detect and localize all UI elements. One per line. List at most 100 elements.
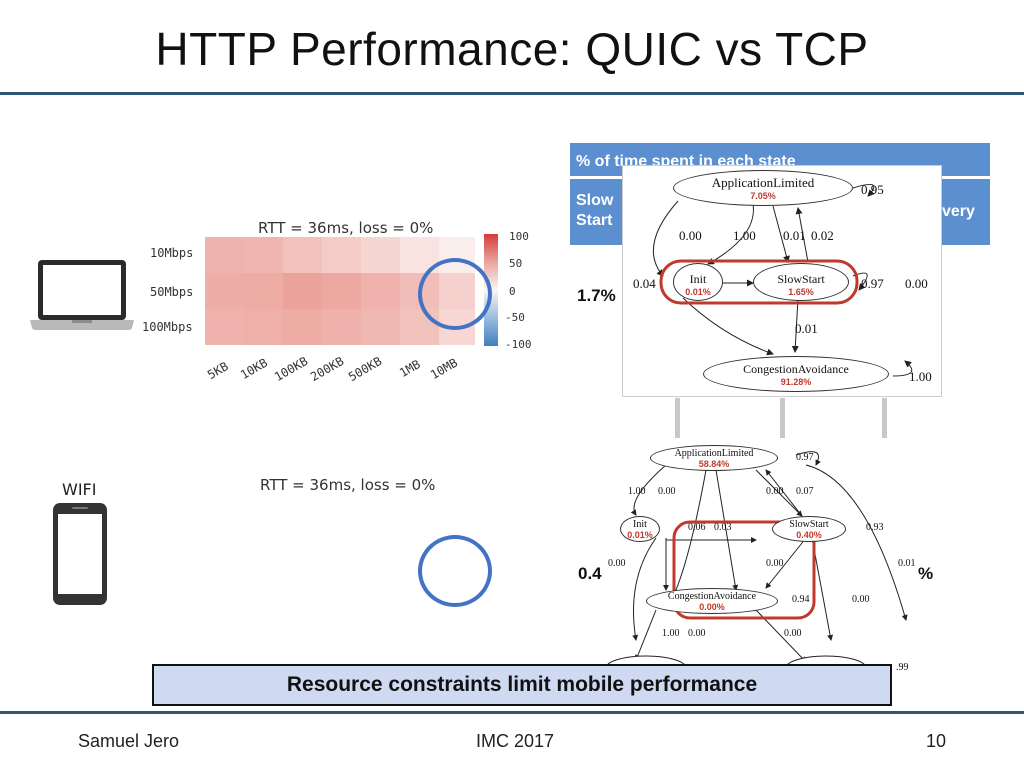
desktop-rtt-label: RTT = 36ms, loss = 0% — [258, 219, 434, 237]
edge-label: 0.06 — [688, 522, 706, 533]
separator-bar — [675, 398, 680, 438]
page-number: 10 — [926, 731, 947, 751]
heatmap-cell — [322, 309, 361, 345]
edge-label: 0.94 — [792, 594, 810, 605]
legend-tick-0: 0 — [509, 285, 516, 298]
edge-label: 0.93 — [866, 522, 884, 533]
heatmap-cell — [361, 309, 400, 345]
edge-label: 0.97 — [796, 452, 814, 463]
heatmap-cell — [283, 273, 322, 309]
legend-tick-50: 50 — [509, 257, 523, 270]
edge-label: 1.00 — [733, 228, 756, 243]
edge-label: 0.00 — [852, 594, 870, 605]
edge-label: 0.00 — [658, 486, 676, 497]
heatmap-col-label-1mb: 1MB — [397, 357, 423, 381]
separator-bar — [780, 398, 785, 438]
edge-label: .99 — [896, 662, 909, 673]
edge-label: 0.00 — [608, 558, 626, 569]
edge-label: 0.04 — [633, 276, 656, 291]
diagram-edges — [652, 183, 913, 377]
node-label: CongestionAvoidance — [743, 362, 849, 376]
edge-label: 0.95 — [861, 182, 884, 197]
edge-label: 1.00 — [909, 369, 932, 384]
edge-label: 0.03 — [714, 522, 732, 533]
edge-label: 0.00 — [784, 628, 802, 639]
edge-label: 0.00 — [905, 276, 928, 291]
state-node-init: Init 0.01% — [673, 263, 723, 301]
heatmap-cell — [361, 273, 400, 309]
edge-label: 0.00 — [679, 228, 702, 243]
slide-title: HTTP Performance: QUIC vs TCP — [155, 23, 869, 75]
heatmap-cell — [244, 273, 283, 309]
callout-box: Resource constraints limit mobile perfor… — [152, 664, 892, 706]
tcp-state-diagram-mobile: ApplicationLimited 58.84% Init 0.01% Slo… — [606, 440, 916, 673]
title-divider — [0, 92, 1024, 95]
state-node-congestion-avoidance: CongestionAvoidance 0.00% — [646, 588, 778, 614]
laptop-icon — [28, 258, 136, 332]
state-value-bottom-right: % — [918, 564, 934, 583]
node-label: ApplicationLimited — [674, 448, 754, 459]
heatmap-cell — [244, 237, 283, 273]
heatmap-col-label-10mb: 10MB — [428, 355, 461, 383]
mobile-rtt-label: RTT = 36ms, loss = 0% — [260, 476, 436, 494]
node-percentage: 58.84% — [698, 459, 730, 469]
heatmap-col-label-500kb: 500KB — [346, 353, 385, 385]
heatmap-cell — [244, 309, 283, 345]
phone-icon — [52, 502, 108, 606]
node-label: SlowStart — [777, 272, 825, 286]
node-label: SlowStart — [789, 519, 829, 530]
heatmap-col-label-200kb: 200KB — [308, 353, 347, 385]
diagram-edges — [606, 451, 908, 666]
legend-tick-minus-100: -100 — [505, 338, 532, 351]
edge-label: 0.01 — [795, 321, 818, 336]
heatmap-cell — [361, 237, 400, 273]
state-node-application-limited: ApplicationLimited 58.84% — [650, 445, 778, 471]
highlight-circle — [418, 258, 492, 330]
edge-label: 0.02 — [811, 228, 834, 243]
state-node-application-limited: ApplicationLimited 7.05% — [673, 170, 853, 206]
state-node-slow-start: SlowStart 1.65% — [753, 263, 849, 301]
heatmap-cell — [205, 273, 244, 309]
heatmap-cell — [205, 309, 244, 345]
heatmap-cell — [283, 309, 322, 345]
node-label: ApplicationLimited — [711, 175, 815, 190]
heatmap-cell — [283, 237, 322, 273]
edge-label: 0.07 — [796, 486, 814, 497]
node-label: CongestionAvoidance — [667, 591, 757, 602]
edge-label: 1.00 — [662, 628, 680, 639]
node-label: Init — [689, 272, 707, 286]
legend-tick-100: 100 — [509, 230, 529, 243]
state-table-row-slow-start: Slow Start — [576, 192, 614, 229]
node-percentage: 1.65% — [788, 287, 814, 297]
footer-author: Samuel Jero — [78, 731, 180, 751]
node-percentage: 0.40% — [796, 530, 822, 540]
node-label: Init — [633, 519, 647, 530]
node-percentage: 0.01% — [685, 287, 711, 297]
wifi-label: WIFI — [62, 480, 97, 499]
edge-label: 1.00 — [628, 486, 646, 497]
node-percentage: 7.05% — [750, 191, 776, 201]
heatmap-col-label-5kb: 5KB — [205, 359, 231, 383]
state-node-slow-start: SlowStart 0.40% — [772, 516, 846, 542]
edge-label: 0.00 — [688, 628, 706, 639]
edge-label: 0.00 — [766, 558, 784, 569]
state-node-init: Init 0.01% — [620, 516, 660, 542]
heatmap-cell — [322, 237, 361, 273]
state-node-congestion-avoidance: CongestionAvoidance 91.28% — [703, 356, 889, 392]
heatmap-cell — [322, 273, 361, 309]
edge-label: 0.01 — [898, 558, 916, 569]
heatmap-col-label-10kb: 10KB — [238, 355, 271, 383]
state-table-row-recovery: very — [942, 203, 975, 220]
node-percentage: 91.28% — [780, 377, 812, 387]
edge-label: 0.97 — [861, 276, 884, 291]
edge-label: 0.00 — [766, 486, 784, 497]
legend-tick-minus-50: -50 — [505, 311, 525, 324]
state-value-bottom-left: 0.4 — [578, 564, 602, 583]
node-percentage: 0.00% — [699, 602, 725, 612]
highlight-circle-mobile — [418, 535, 492, 607]
tcp-state-diagram-desktop: ApplicationLimited 7.05% Init 0.01% Slow… — [622, 165, 942, 397]
heatmap-row-label-100mbps: 100Mbps — [142, 320, 193, 334]
footer-venue: IMC 2017 — [476, 731, 555, 751]
edge-label: 0.01 — [783, 228, 806, 243]
separator-bar — [882, 398, 887, 438]
